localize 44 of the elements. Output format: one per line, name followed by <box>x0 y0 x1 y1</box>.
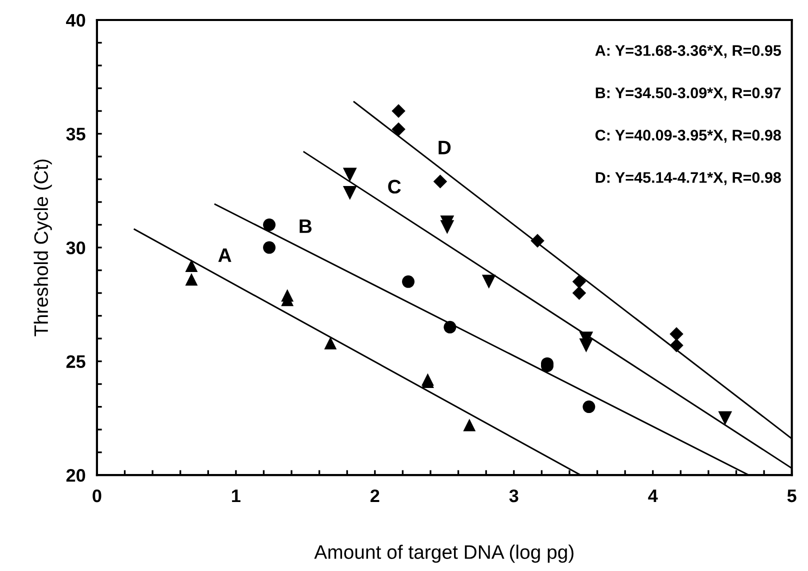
point <box>342 168 357 182</box>
annotation: C: Y=40.09-3.95*X, R=0.98 <box>595 130 781 143</box>
y-tick-label: 40 <box>66 14 86 27</box>
point <box>402 275 415 288</box>
point <box>185 259 198 272</box>
series-label: A <box>218 248 232 262</box>
point <box>263 218 276 232</box>
point <box>342 186 357 200</box>
x-tick-label: 2 <box>370 489 380 502</box>
y-tick-label: 20 <box>66 469 86 482</box>
point <box>440 220 454 234</box>
series-label: B <box>300 220 312 233</box>
point <box>433 174 448 188</box>
y-tick-label: 30 <box>66 241 86 254</box>
x-tick-label: 5 <box>787 490 796 502</box>
y-axis-title: Threshold Cycle (Ct) <box>34 160 52 336</box>
y-tick-label: 25 <box>66 355 86 368</box>
point <box>392 122 406 136</box>
annotation: D: Y=45.14-4.71*X, R=0.98 <box>596 172 781 186</box>
x-tick-label: 4 <box>648 490 658 502</box>
point <box>572 286 586 300</box>
y-tick-label: 35 <box>66 128 86 140</box>
series-label: D <box>438 140 451 154</box>
point <box>530 234 544 248</box>
point <box>324 336 337 350</box>
point <box>579 338 594 352</box>
point <box>572 274 586 289</box>
x-axis-title: Amount of target DNA (log pg) <box>314 544 574 563</box>
annotation: A: Y=31.68-3.36*X, R=0.95 <box>595 45 781 58</box>
point <box>718 411 732 426</box>
point <box>482 274 496 289</box>
point <box>185 273 198 286</box>
x-tick-label: 3 <box>509 489 518 502</box>
series-label: C <box>388 180 401 194</box>
point <box>392 104 406 118</box>
point <box>463 418 476 432</box>
point <box>670 338 684 352</box>
point <box>670 327 684 341</box>
x-tick-label: 0 <box>92 489 102 502</box>
x-tick-label: 1 <box>232 490 240 502</box>
point <box>582 400 596 414</box>
point <box>444 320 456 334</box>
annotation: B: Y=34.50-3.09*X, R=0.97 <box>596 87 781 100</box>
point <box>263 241 276 254</box>
